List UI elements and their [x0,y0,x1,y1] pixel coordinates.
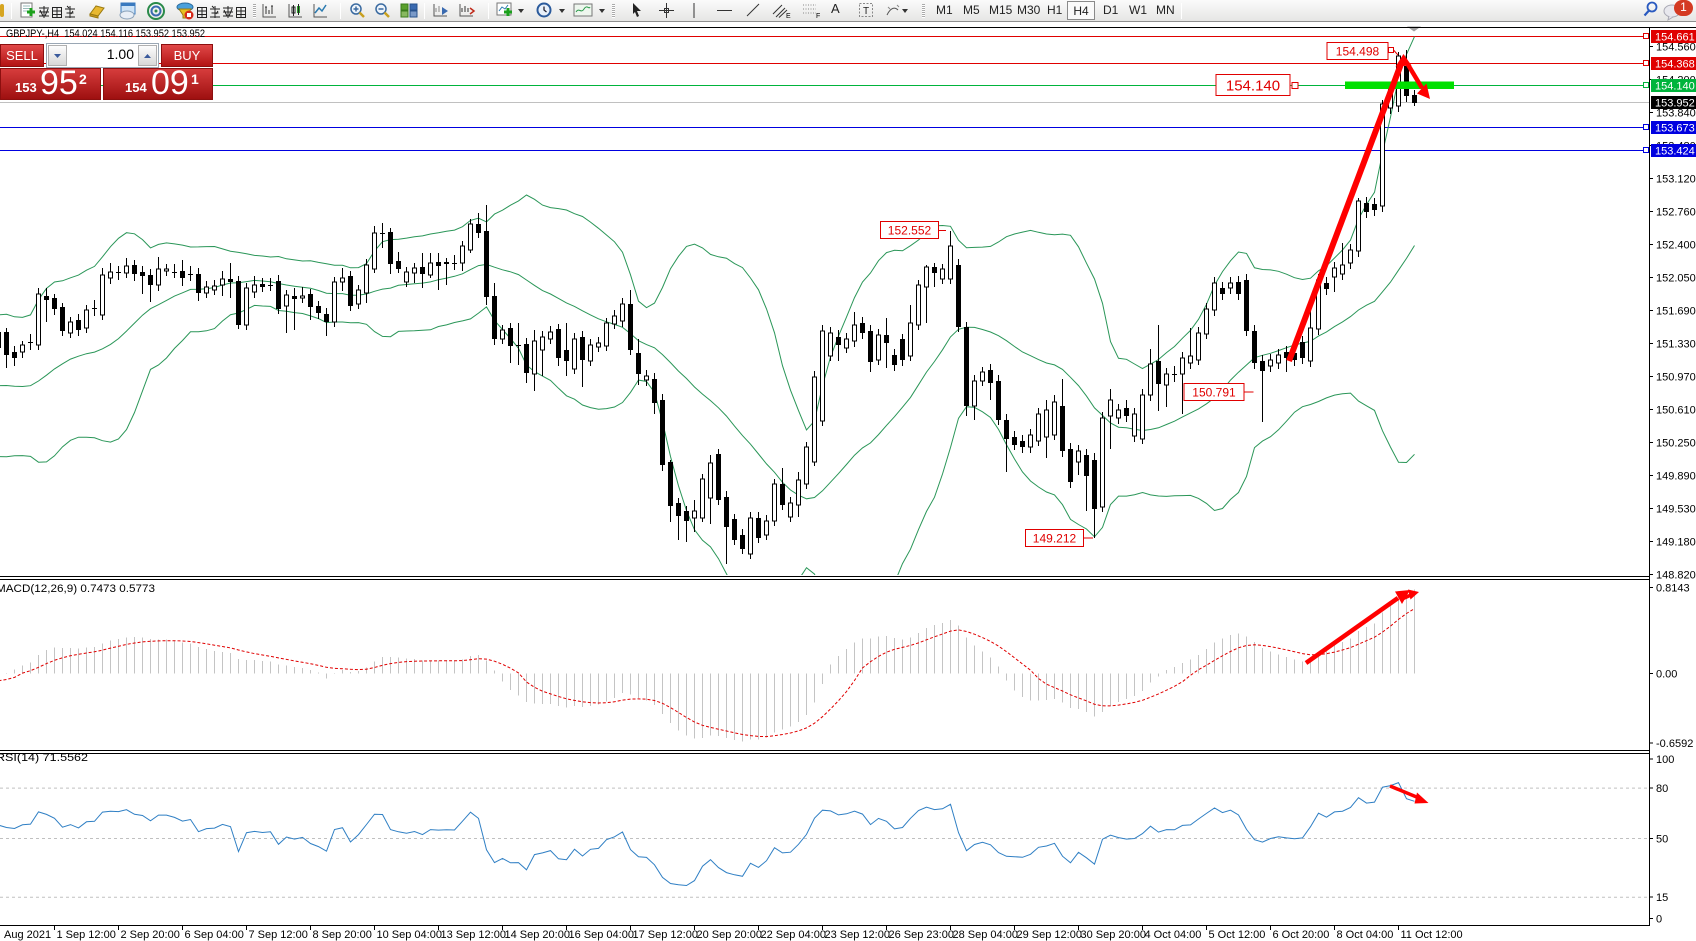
svg-text:80: 80 [1656,783,1668,795]
svg-text:151.690: 151.690 [1656,306,1696,318]
svg-text:8 Sep 20:00: 8 Sep 20:00 [313,929,372,941]
svg-text:10 Sep 04:00: 10 Sep 04:00 [377,929,442,941]
svg-text:29 Sep 12:00: 29 Sep 12:00 [1017,929,1082,941]
svg-text:14 Sep 20:00: 14 Sep 20:00 [505,929,570,941]
svg-text:E: E [786,13,791,19]
svg-text:6 Sep 04:00: 6 Sep 04:00 [185,929,244,941]
svg-text:30 Sep 20:00: 30 Sep 20:00 [1081,929,1146,941]
svg-text:0: 0 [1656,913,1662,925]
svg-text:154.368: 154.368 [1655,59,1695,71]
svg-text:4 Oct 04:00: 4 Oct 04:00 [1145,929,1202,941]
svg-text:1 Sep 12:00: 1 Sep 12:00 [57,929,116,941]
svg-text:0.8143: 0.8143 [1656,583,1690,595]
svg-text:152.050: 152.050 [1656,273,1696,285]
svg-text:154.140: 154.140 [1226,77,1280,94]
svg-text:17 Sep 12:00: 17 Sep 12:00 [633,929,698,941]
svg-text:153.424: 153.424 [1655,146,1695,158]
svg-text:152.552: 152.552 [888,223,932,237]
svg-text:154.661: 154.661 [1655,32,1695,44]
svg-text:50: 50 [1656,834,1668,846]
svg-text:20 Sep 20:00: 20 Sep 20:00 [697,929,762,941]
svg-text:-0.6592: -0.6592 [1656,738,1693,750]
svg-text:26 Sep 23:00: 26 Sep 23:00 [889,929,954,941]
svg-text:152.760: 152.760 [1656,207,1696,219]
svg-text:148.820: 148.820 [1656,570,1696,582]
svg-text:154.560: 154.560 [1656,42,1696,54]
svg-text:150.791: 150.791 [1192,385,1236,399]
svg-text:T: T [863,6,869,17]
svg-text:6 Oct 20:00: 6 Oct 20:00 [1273,929,1330,941]
svg-text:23 Sep 12:00: 23 Sep 12:00 [825,929,890,941]
svg-text:15: 15 [1656,892,1668,904]
svg-text:5 Oct 12:00: 5 Oct 12:00 [1209,929,1266,941]
svg-text:149.530: 149.530 [1656,504,1696,516]
svg-text:149.212: 149.212 [1033,531,1077,545]
svg-text:F: F [816,13,820,19]
svg-text:149.180: 149.180 [1656,537,1696,549]
svg-text:150.610: 150.610 [1656,405,1696,417]
svg-text:Aug 2021: Aug 2021 [4,929,51,941]
svg-text:153.120: 153.120 [1656,174,1696,186]
svg-text:28 Sep 04:00: 28 Sep 04:00 [953,929,1018,941]
svg-text:153.952: 153.952 [1655,97,1695,109]
svg-text:16 Sep 04:00: 16 Sep 04:00 [569,929,634,941]
svg-text:13 Sep 12:00: 13 Sep 12:00 [441,929,506,941]
svg-text:152.400: 152.400 [1656,240,1696,252]
svg-text:2 Sep 20:00: 2 Sep 20:00 [121,929,180,941]
svg-text:154.498: 154.498 [1336,44,1380,58]
svg-text:7 Sep 12:00: 7 Sep 12:00 [249,929,308,941]
svg-text:150.970: 150.970 [1656,372,1696,384]
svg-text:153.840: 153.840 [1656,108,1696,120]
svg-text:0.00: 0.00 [1656,669,1677,681]
svg-text:100: 100 [1656,754,1674,766]
svg-text:154.140: 154.140 [1655,81,1695,93]
svg-text:149.890: 149.890 [1656,471,1696,483]
svg-text:151.330: 151.330 [1656,339,1696,351]
svg-text:GBPJPY-,H4 154.024 154.116 15: GBPJPY-,H4 154.024 154.116 153.952 153.9… [6,28,205,40]
svg-text:150.250: 150.250 [1656,438,1696,450]
svg-text:153.673: 153.673 [1655,123,1695,135]
svg-text:8 Oct 04:00: 8 Oct 04:00 [1337,929,1394,941]
svg-text:MACD(12,26,9) 0.7473 0.5773: MACD(12,26,9) 0.7473 0.5773 [0,583,155,595]
svg-text:11 Oct 12:00: 11 Oct 12:00 [1401,929,1463,941]
svg-text:22 Sep 04:00: 22 Sep 04:00 [761,929,826,941]
svg-text:RSI(14) 71.5562: RSI(14) 71.5562 [0,752,88,764]
